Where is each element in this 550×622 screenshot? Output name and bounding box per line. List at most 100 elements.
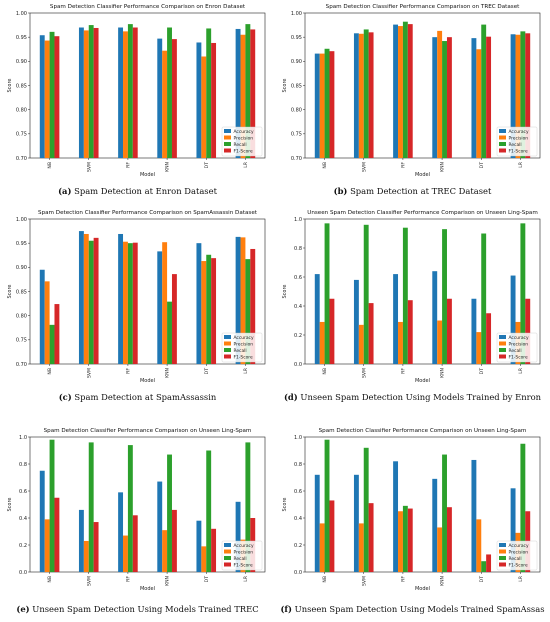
bar-recall-rf (127, 24, 133, 158)
y-tick-label: 0.85 (291, 83, 302, 89)
bar-recall-dt (206, 254, 212, 364)
bar-accuracy-dt (196, 520, 202, 572)
x-tick-label: DT (479, 368, 485, 375)
y-axis-label: Score (7, 78, 13, 92)
y-tick-label: 0.80 (16, 313, 27, 319)
y-tick-label: 0.75 (16, 132, 27, 138)
bar-recall-dt (481, 233, 487, 364)
x-tick-label: SVM (86, 368, 92, 378)
bar-recall-lr (520, 443, 526, 572)
bar-precision-nb (44, 40, 50, 158)
bar-precision-rf (123, 535, 128, 572)
bar-recall-nb (324, 439, 330, 572)
y-tick-label: 0.4 (19, 516, 27, 522)
x-tick-label: RF (400, 368, 406, 374)
y-tick-label: 0.95 (16, 241, 27, 247)
legend-label: F1-Score (509, 562, 528, 568)
bar-f1-score-knn (171, 509, 177, 572)
legend-swatch-recall (224, 142, 231, 146)
chart-title: Unseen Spam Detection Classifier Perform… (307, 210, 538, 216)
panel-f: Spam Detection Classifier Performance Co… (275, 424, 550, 622)
bar-f1-score-svm (93, 27, 99, 158)
chart-unseen-enron: Unseen Spam Detection Classifier Perform… (282, 210, 541, 384)
bar-accuracy-dt (196, 42, 202, 158)
legend-label: Accuracy (234, 543, 254, 549)
bar-recall-dt (206, 28, 212, 158)
bar-precision-nb (44, 519, 50, 572)
bar-f1-score-knn (446, 507, 452, 572)
x-tick-label: LR (243, 161, 249, 168)
bar-recall-svm (363, 29, 369, 158)
x-tick-label: NB (322, 576, 328, 583)
plot-frame (304, 218, 541, 365)
bar-f1-score-nb (329, 298, 335, 364)
bar-accuracy-knn (432, 478, 438, 572)
bar-accuracy-nb (314, 274, 320, 364)
bar-f1-score-svm (93, 522, 99, 572)
caption-d: (d) Unseen Spam Detection Using Models T… (283, 392, 542, 402)
bar-precision-knn (162, 50, 168, 159)
bar-accuracy-rf (118, 233, 124, 364)
bar-f1-score-lr (250, 248, 256, 364)
y-tick-label: 0.95 (16, 35, 27, 41)
bar-accuracy-dt (471, 298, 477, 364)
legend-label: F1-Score (509, 148, 528, 154)
bar-f1-score-svm (368, 32, 374, 159)
x-tick-label: SVM (361, 368, 367, 378)
legend-label: Precision (509, 549, 529, 555)
chart-spamassassin: Spam Detection Classifier Performance Co… (7, 210, 266, 384)
y-tick-label: 0.6 (294, 489, 302, 495)
x-tick-label: SVM (361, 576, 367, 586)
legend-swatch-accuracy (224, 335, 231, 339)
bar-accuracy-nb (314, 474, 320, 572)
bar-f1-score-knn (446, 298, 452, 364)
y-tick-label: 0.2 (294, 543, 302, 549)
x-tick-label: KNN (165, 162, 171, 172)
x-tick-label: DT (479, 162, 485, 169)
bar-precision-knn (437, 527, 443, 572)
x-axis-label: Model (415, 378, 430, 384)
bar-recall-nb (49, 324, 55, 364)
bar-recall-lr (245, 442, 251, 572)
x-axis-label: Model (140, 378, 155, 384)
legend-box (496, 540, 538, 571)
chart-trec: Spam Detection Classifier Performance Co… (282, 4, 541, 178)
bar-accuracy-svm (78, 231, 84, 364)
bar-f1-score-lr (250, 29, 256, 158)
x-tick-label: LR (518, 575, 524, 582)
legend-label: F1-Score (234, 562, 253, 568)
y-tick-label: 1.00 (16, 217, 27, 223)
bar-f1-score-nb (329, 51, 335, 158)
y-tick-label: 1.0 (294, 217, 302, 223)
bar-precision-rf (123, 241, 128, 364)
bar-f1-score-nb (54, 36, 60, 159)
bar-precision-knn (162, 530, 168, 572)
bar-recall-dt (481, 24, 487, 158)
y-tick-label: 0.6 (294, 275, 302, 281)
legend-box (221, 540, 263, 571)
caption-a: (a) Spam Detection at Enron Dataset (58, 186, 217, 196)
panel-c: Spam Detection Classifier Performance Co… (0, 206, 275, 406)
bar-accuracy-knn (157, 251, 163, 364)
bar-precision-nb (319, 523, 325, 572)
x-tick-label: RF (125, 576, 131, 582)
y-tick-label: 0.75 (291, 132, 302, 138)
y-tick-label: 0.0 (294, 570, 302, 576)
bar-accuracy-rf (118, 492, 124, 572)
y-axis-label: Score (7, 284, 13, 298)
bar-recall-knn (167, 301, 172, 364)
y-tick-label: 0.2 (19, 543, 27, 549)
bar-accuracy-svm (353, 33, 359, 158)
legend-label: Recall (509, 556, 522, 562)
bar-recall-dt (481, 561, 487, 572)
legend-label: Accuracy (509, 335, 529, 341)
x-tick-label: DT (204, 368, 210, 375)
bar-precision-lr (515, 34, 521, 158)
bar-recall-svm (363, 447, 369, 572)
bar-recall-rf (402, 227, 408, 364)
x-tick-label: RF (400, 576, 406, 582)
y-tick-label: 0.4 (294, 516, 302, 522)
x-tick-label: LR (243, 367, 249, 374)
